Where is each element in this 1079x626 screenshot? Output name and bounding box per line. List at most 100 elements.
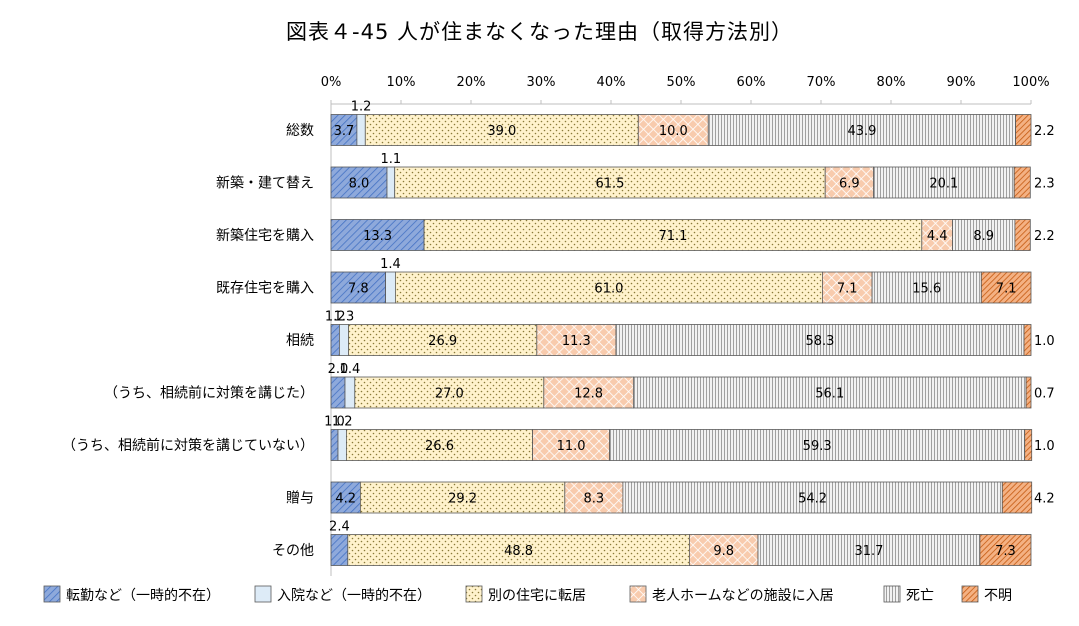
bar-segment — [359, 481, 566, 514]
data-label: 8.9 — [973, 229, 994, 244]
bar-segment — [980, 271, 1032, 304]
bar-segment — [385, 271, 396, 304]
legend-swatch — [465, 585, 483, 603]
bar-segment — [338, 324, 349, 356]
bar-segment — [330, 114, 358, 146]
legend-swatch — [883, 585, 901, 603]
data-label: 1.1 — [381, 152, 402, 167]
legend-label: 別の住宅に転居 — [488, 588, 586, 604]
x-tick-label: 80% — [877, 75, 906, 90]
bar-segment — [330, 271, 386, 304]
data-label: 4.4 — [927, 229, 948, 244]
data-label: 1.0 — [1034, 439, 1055, 454]
data-label: 2.4 — [329, 520, 350, 535]
data-label: 29.2 — [448, 492, 477, 507]
data-label: 7.8 — [348, 282, 369, 297]
data-label: 59.3 — [803, 439, 832, 454]
category-label: 新築住宅を購入 — [216, 228, 314, 244]
bar-segment — [423, 219, 923, 251]
x-tick-label: 90% — [947, 75, 976, 90]
data-label: 58.3 — [805, 334, 834, 349]
data-label: 11.0 — [557, 439, 586, 454]
data-label: 1.2 — [325, 310, 346, 325]
data-label: 10.0 — [659, 124, 688, 139]
data-label: 48.8 — [504, 544, 533, 559]
bar-segment — [543, 376, 634, 409]
data-label: 61.0 — [594, 282, 623, 297]
category-label: （うち、相続前に対策を講じていない） — [62, 437, 314, 454]
data-label: 13.3 — [363, 229, 392, 244]
data-label: 20.1 — [929, 177, 958, 192]
bar-segment — [622, 481, 1003, 514]
legend-label: 老人ホームなどの施設に入居 — [652, 588, 834, 604]
data-label: 1.0 — [1034, 334, 1055, 349]
bar-segment — [921, 219, 953, 251]
data-label: 39.0 — [487, 124, 516, 139]
bar-segment — [348, 324, 538, 356]
data-label: 1.2 — [351, 100, 372, 115]
data-label: 7.1 — [837, 282, 858, 297]
data-label: 4.2 — [335, 492, 356, 507]
data-label: 1.0 — [324, 415, 345, 430]
bar-segment — [952, 219, 1016, 251]
category-label: 贈与 — [286, 491, 314, 507]
bar-segment — [615, 324, 1025, 356]
bar-segment — [1013, 166, 1031, 199]
bar-segment — [824, 166, 874, 199]
data-label: 2.2 — [1034, 124, 1055, 139]
bar-segment — [1014, 219, 1031, 251]
data-label: 2.3 — [1034, 177, 1055, 192]
data-label: 8.0 — [349, 177, 370, 192]
legend-swatch — [629, 585, 647, 603]
bar-segment — [609, 429, 1026, 461]
bar-segment — [637, 114, 709, 146]
data-label: 1.4 — [380, 257, 401, 272]
data-label: 12.8 — [574, 387, 603, 402]
data-label: 56.1 — [815, 387, 844, 402]
data-label: 2.2 — [1034, 229, 1055, 244]
bar-segment — [757, 534, 981, 566]
data-label: 1.2 — [332, 415, 353, 430]
data-label: 15.6 — [912, 282, 941, 297]
x-tick-label: 100% — [1012, 75, 1049, 90]
data-label: 4.2 — [1034, 492, 1055, 507]
category-label: 相続 — [286, 332, 314, 349]
bar-segment — [1025, 376, 1032, 409]
x-tick-label: 60% — [737, 75, 766, 90]
category-label: 総数 — [286, 123, 314, 139]
data-label: 61.5 — [595, 177, 624, 192]
data-label: 71.1 — [658, 229, 687, 244]
legend-label: 転勤など（一時的不在） — [66, 588, 220, 604]
legend-swatch — [961, 585, 979, 603]
bar-segment — [689, 534, 759, 566]
bar-segment — [633, 376, 1027, 409]
x-tick-label: 0% — [321, 75, 342, 90]
data-label: 7.3 — [995, 544, 1016, 559]
bar-segment — [394, 271, 823, 304]
data-label: 11.3 — [562, 334, 591, 349]
bar-segment — [356, 114, 366, 146]
bar-segment — [1015, 114, 1032, 146]
bar-segment — [330, 166, 388, 199]
legend-label: 不明 — [984, 588, 1012, 604]
bar-segment — [330, 534, 349, 566]
chart-title: 図表４-45 人が住まなくなった理由（取得方法別） — [286, 20, 793, 44]
data-label: 1.3 — [334, 310, 355, 325]
legend-label: 入院など（一時的不在） — [277, 588, 431, 604]
data-label: 43.9 — [847, 124, 876, 139]
category-label: （うち、相続前に対策を講じた） — [104, 385, 314, 402]
data-label: 26.6 — [425, 439, 454, 454]
x-tick-label: 30% — [527, 75, 556, 90]
data-label: 54.2 — [798, 492, 827, 507]
bar-segment — [330, 429, 339, 461]
bar-segment — [707, 114, 1016, 146]
bar-segment — [386, 166, 396, 199]
bar-segment — [364, 114, 639, 146]
bar-segment — [822, 271, 873, 304]
bar-segment — [536, 324, 617, 356]
legend-label: 死亡 — [906, 588, 934, 604]
bar-segment — [394, 166, 826, 199]
bar-segment — [354, 376, 545, 409]
data-label: 26.9 — [428, 334, 457, 349]
